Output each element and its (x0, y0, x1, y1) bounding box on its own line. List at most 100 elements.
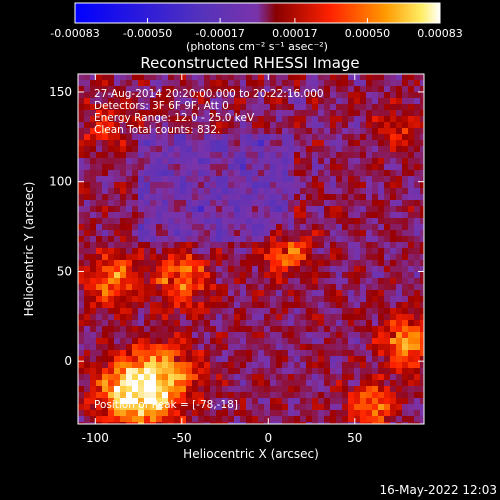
heatmap-cell (246, 380, 253, 387)
heatmap-cell (324, 284, 331, 291)
heatmap-cell (108, 398, 115, 405)
heatmap-cell (192, 200, 199, 207)
heatmap-cell (288, 332, 295, 339)
heatmap-cell (126, 308, 133, 315)
heatmap-cell (414, 290, 421, 297)
heatmap-cell (282, 152, 289, 159)
heatmap-cell (168, 266, 175, 273)
heatmap-cell (354, 146, 361, 153)
heatmap-cell (348, 128, 355, 135)
heatmap-cell (390, 254, 397, 261)
heatmap-cell (372, 134, 379, 141)
heatmap-cell (288, 410, 295, 417)
heatmap-cell (156, 170, 163, 177)
heatmap-cell (318, 398, 325, 405)
heatmap-cell (342, 146, 349, 153)
heatmap-cell (198, 266, 205, 273)
heatmap-cell (390, 230, 397, 237)
heatmap-cell (354, 242, 361, 249)
heatmap-cell (84, 362, 91, 369)
heatmap-cell (186, 404, 193, 411)
heatmap-cell (252, 152, 259, 159)
heatmap-cell (78, 296, 85, 303)
heatmap-cell (312, 224, 319, 231)
heatmap-cell (414, 350, 421, 357)
heatmap-cell (84, 290, 91, 297)
heatmap-cell (396, 164, 403, 171)
heatmap-cell (114, 398, 121, 405)
heatmap-cell (342, 194, 349, 201)
heatmap-cell (192, 170, 199, 177)
heatmap-cell (294, 188, 301, 195)
heatmap-cell (120, 224, 127, 231)
heatmap-cell (174, 194, 181, 201)
heatmap-cell (162, 290, 169, 297)
heatmap-cell (156, 104, 163, 111)
heatmap-cell (150, 236, 157, 243)
heatmap-cell (324, 128, 331, 135)
heatmap-cell (132, 218, 139, 225)
heatmap-cell (366, 308, 373, 315)
heatmap-cell (372, 188, 379, 195)
heatmap-cell (396, 260, 403, 267)
heatmap-cell (108, 158, 115, 165)
heatmap-cell (264, 122, 271, 129)
heatmap-cell (330, 176, 337, 183)
heatmap-cell (348, 170, 355, 177)
heatmap-cell (150, 188, 157, 195)
heatmap-cell (408, 200, 415, 207)
heatmap-cell (120, 116, 127, 123)
heatmap-cell (354, 302, 361, 309)
heatmap-cell (144, 392, 151, 399)
heatmap-cell (120, 308, 127, 315)
heatmap-cell (156, 392, 163, 399)
heatmap-cell (108, 308, 115, 315)
heatmap-cell (228, 398, 235, 405)
heatmap-cell (120, 92, 127, 99)
heatmap-cell (138, 122, 145, 129)
heatmap-cell (138, 128, 145, 135)
heatmap-cell (168, 140, 175, 147)
heatmap-cell (372, 374, 379, 381)
heatmap-cell (108, 116, 115, 123)
heatmap-cell (180, 194, 187, 201)
heatmap-cell (318, 74, 325, 81)
heatmap-cell (186, 92, 193, 99)
heatmap-cell (84, 422, 91, 424)
heatmap-cell (306, 86, 313, 93)
heatmap-cell (408, 104, 415, 111)
heatmap-cell (408, 278, 415, 285)
heatmap-cell (342, 320, 349, 327)
heatmap-cell (348, 80, 355, 87)
heatmap-cell (336, 212, 343, 219)
heatmap-cell (306, 296, 313, 303)
heatmap-cell (390, 218, 397, 225)
heatmap-cell (366, 272, 373, 279)
heatmap-cell (180, 410, 187, 417)
heatmap-cell (246, 326, 253, 333)
heatmap-cell (192, 176, 199, 183)
heatmap-cell (96, 128, 103, 135)
heatmap-cell (318, 248, 325, 255)
heatmap-cell (102, 98, 109, 105)
heatmap-cell (336, 200, 343, 207)
heatmap-cell (222, 140, 229, 147)
heatmap-cell (180, 158, 187, 165)
heatmap-cell (126, 374, 133, 381)
heatmap-cell (408, 212, 415, 219)
heatmap-cell (138, 164, 145, 171)
heatmap-cell (288, 266, 295, 273)
heatmap-cell (168, 182, 175, 189)
heatmap-cell (150, 248, 157, 255)
heatmap-cell (312, 356, 319, 363)
heatmap-cell (360, 188, 367, 195)
heatmap-cell (174, 200, 181, 207)
heatmap-cell (84, 164, 91, 171)
heatmap-cell (228, 182, 235, 189)
heatmap-cell (294, 212, 301, 219)
heatmap-cell (342, 374, 349, 381)
heatmap-cell (396, 200, 403, 207)
heatmap-cell (330, 278, 337, 285)
heatmap-cell (312, 410, 319, 417)
heatmap-cell (222, 326, 229, 333)
